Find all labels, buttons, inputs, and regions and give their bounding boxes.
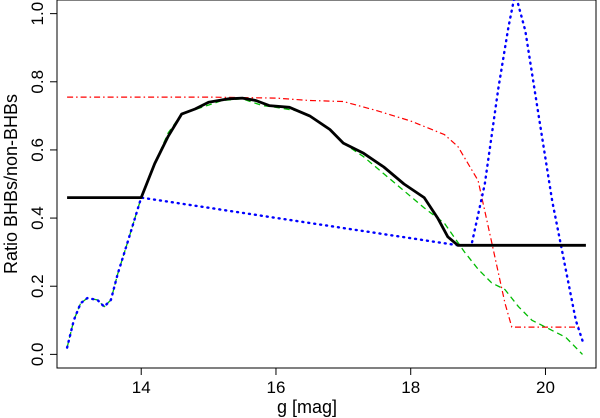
- series-line-2: [66, 98, 583, 355]
- series-line-1: [67, 96, 580, 328]
- x-tick-label: 20: [536, 378, 555, 397]
- plot-frame: [56, 0, 597, 369]
- series-line-4: [67, 96, 586, 247]
- y-axis-title: Ratio BHBs/non-BHBs: [1, 94, 21, 274]
- x-tick-label: 18: [401, 378, 420, 397]
- x-tick-label: 14: [132, 378, 151, 397]
- y-axis: 0.0 0.2 0.4 0.6 0.8 1.0: [28, 2, 58, 367]
- y-tick-label: 0.2: [28, 274, 47, 298]
- series-line-3: [65, 0, 584, 349]
- y-tick-label: 0.0: [28, 343, 47, 367]
- y-tick-label: 0.4: [28, 206, 47, 230]
- y-tick-label: 0.6: [28, 138, 47, 162]
- y-tick-label: 1.0: [28, 2, 47, 26]
- x-tick-label: 16: [267, 378, 286, 397]
- series-layer: [65, 0, 586, 355]
- y-tick-label: 0.8: [28, 70, 47, 94]
- x-axis: 14 16 18 20: [132, 367, 555, 397]
- x-axis-title: g [mag]: [277, 397, 337, 417]
